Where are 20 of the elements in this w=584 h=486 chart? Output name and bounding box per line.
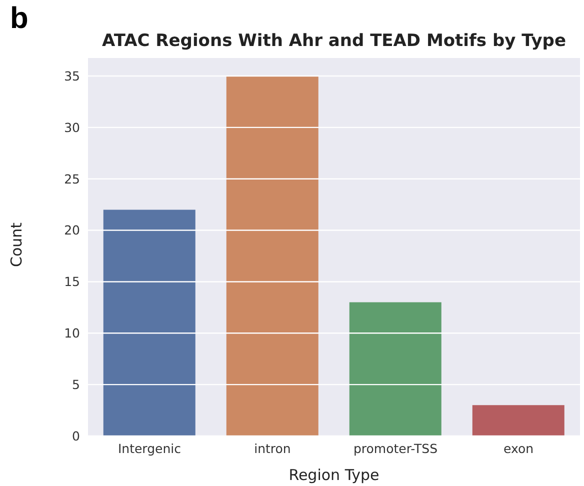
- x-tick-label: promoter-TSS: [353, 440, 438, 456]
- x-tick-label: intron: [254, 440, 291, 456]
- y-tick-label: 0: [72, 428, 80, 444]
- y-tick-label: 35: [64, 68, 80, 84]
- bar: [226, 76, 318, 436]
- y-tick-label: 5: [72, 377, 80, 392]
- text: b: [10, 2, 28, 36]
- y-tick-label: 20: [64, 222, 80, 238]
- bar: [103, 210, 196, 436]
- x-tick-label: exon: [503, 440, 534, 456]
- bar: [472, 405, 564, 436]
- y-axis-title: Count: [7, 222, 26, 267]
- y-tick-label: 10: [64, 326, 80, 341]
- x-tick-label: Intergenic: [118, 440, 182, 456]
- y-tick-label: 15: [64, 274, 80, 290]
- y-tick-label: 30: [64, 120, 80, 135]
- x-axis-title: Region Type: [288, 466, 380, 484]
- y-tick-label: 25: [64, 171, 80, 186]
- bar: [349, 302, 442, 436]
- chart-title: ATAC Regions With Ahr and TEAD Motifs by Type: [101, 31, 567, 51]
